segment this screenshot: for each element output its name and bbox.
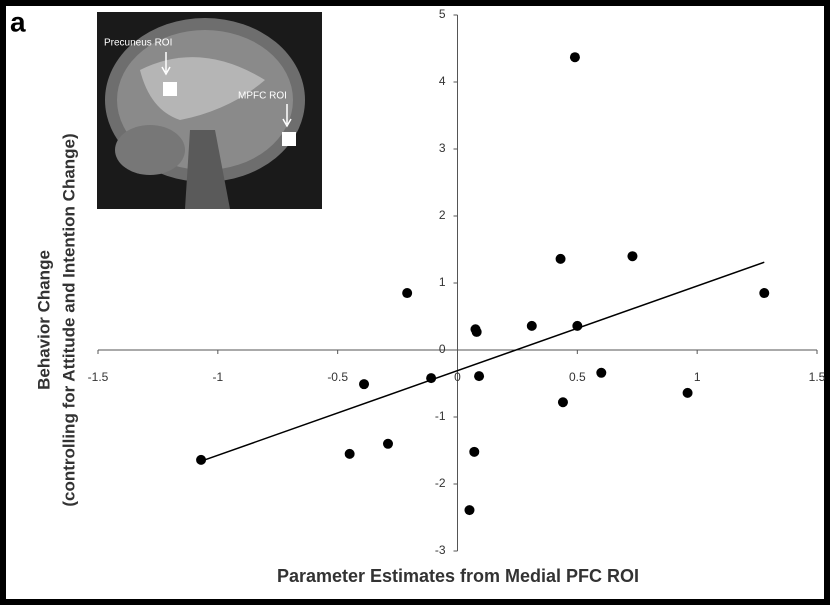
point: [426, 373, 437, 384]
y-tick-label: 3: [439, 141, 446, 155]
inset-label: MPFC ROI: [238, 91, 287, 102]
x-tick-label: 0: [454, 370, 461, 384]
point: [526, 320, 537, 331]
point: [682, 387, 693, 398]
point: [572, 320, 583, 331]
x-tick-label: -1.5: [88, 370, 109, 384]
point: [759, 288, 770, 299]
point: [471, 326, 482, 337]
x-tick-label: 1.5: [809, 370, 826, 384]
point: [464, 505, 475, 516]
y-tick-label: 0: [439, 342, 446, 356]
point: [557, 397, 568, 408]
point: [382, 438, 393, 449]
point: [474, 371, 485, 382]
point: [596, 367, 607, 378]
y-tick-label: -1: [435, 409, 446, 423]
x-tick-label: 1: [694, 370, 701, 384]
y-axis-title: (controlling for Attitude and Intention …: [59, 133, 78, 506]
x-axis-title: Parameter Estimates from Medial PFC ROI: [277, 566, 639, 586]
point: [469, 446, 480, 457]
point: [344, 448, 355, 459]
point: [555, 253, 566, 264]
y-axis-title: Behavior Change: [34, 250, 53, 390]
point: [569, 52, 580, 63]
x-tick-label: 0.5: [569, 370, 586, 384]
x-tick-label: -0.5: [327, 370, 348, 384]
y-tick-label: 1: [439, 275, 446, 289]
y-tick-label: 5: [439, 7, 446, 21]
trendline: [200, 261, 765, 462]
inset-image: Precuneus ROI MPFC ROI: [97, 12, 322, 209]
y-tick-label: -3: [435, 543, 446, 557]
point: [359, 379, 370, 390]
point: [627, 251, 638, 262]
point: [196, 454, 207, 465]
y-tick-label: 2: [439, 208, 446, 222]
panel-label: a: [10, 6, 26, 37]
y-tick-label: -2: [435, 476, 446, 490]
point: [402, 288, 413, 299]
y-tick-label: 4: [439, 74, 446, 88]
x-tick-label: -1: [212, 370, 223, 384]
inset-label: Precuneus ROI: [104, 38, 172, 49]
